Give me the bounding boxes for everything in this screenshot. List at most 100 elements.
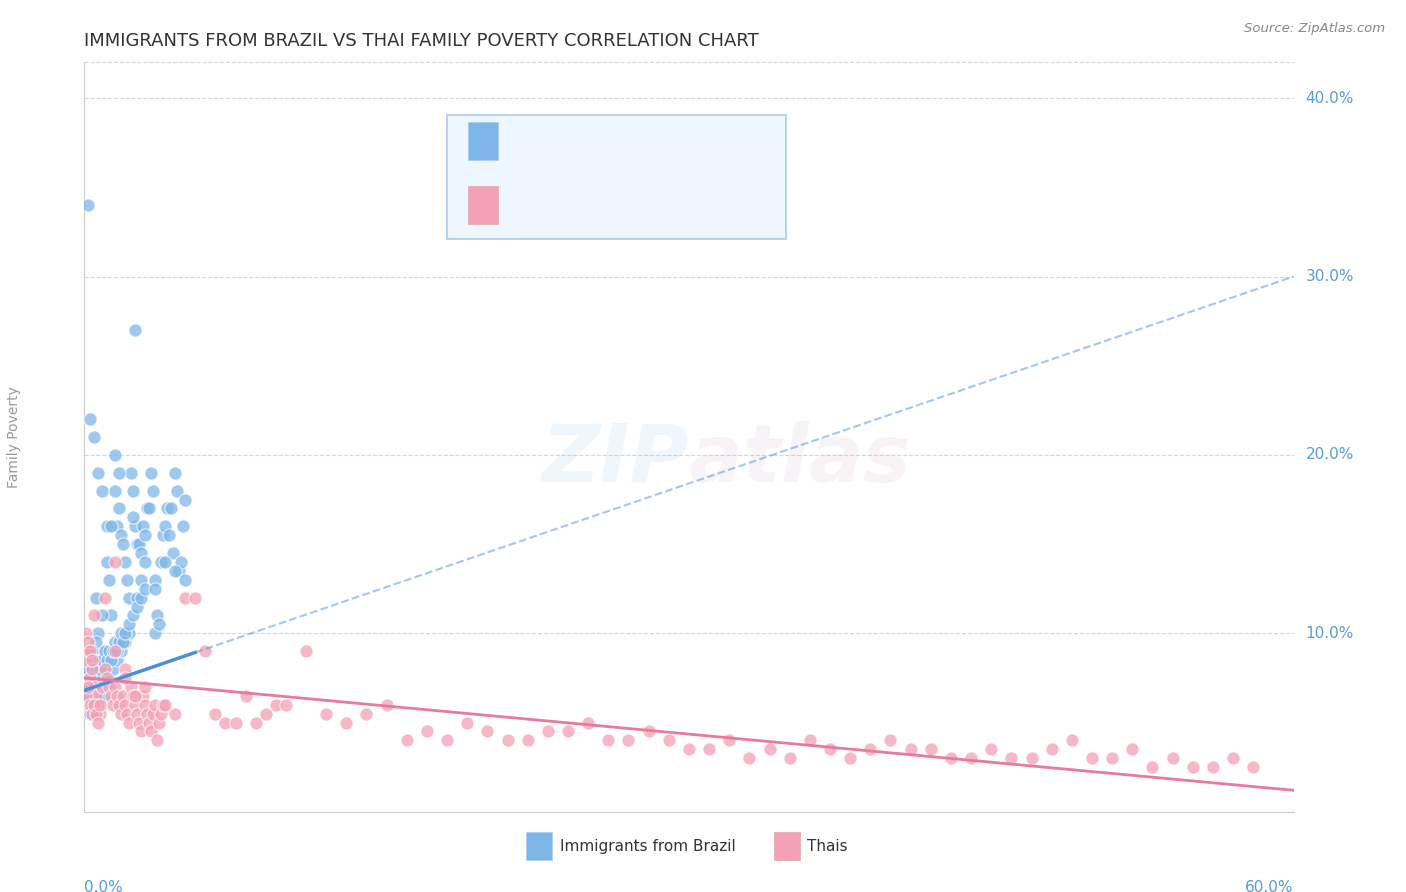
Point <box>143 698 166 712</box>
Text: R =   0.337   N = 110: R = 0.337 N = 110 <box>516 132 695 150</box>
Point <box>96 671 118 685</box>
Point <box>75 671 97 685</box>
Point <box>1181 760 1204 774</box>
Point <box>1060 733 1083 747</box>
Point <box>143 582 166 596</box>
Point <box>87 466 110 480</box>
Point <box>1241 760 1264 774</box>
Point <box>105 644 128 658</box>
Point <box>148 617 170 632</box>
Point <box>121 510 143 524</box>
Point <box>134 582 156 596</box>
Point <box>148 715 170 730</box>
Point <box>124 519 146 533</box>
Point <box>1161 751 1184 765</box>
Point <box>104 483 127 498</box>
Point <box>157 528 180 542</box>
Point <box>637 724 659 739</box>
Point <box>779 751 801 765</box>
Point <box>124 323 146 337</box>
Point <box>416 724 439 739</box>
Point <box>77 635 100 649</box>
Point <box>576 715 599 730</box>
Point <box>980 742 1002 756</box>
Point <box>738 751 761 765</box>
Point <box>114 698 136 712</box>
Text: ZIP: ZIP <box>541 420 689 499</box>
Point <box>139 466 162 480</box>
Point <box>83 430 105 444</box>
Point <box>156 501 179 516</box>
Point <box>132 689 155 703</box>
Point <box>93 662 115 676</box>
Point <box>129 573 152 587</box>
FancyBboxPatch shape <box>773 832 800 861</box>
Point <box>658 733 681 747</box>
Point <box>879 733 901 747</box>
Point <box>111 689 134 703</box>
Point <box>97 671 120 685</box>
Point <box>1121 742 1143 756</box>
Point <box>142 483 165 498</box>
Point <box>75 653 97 667</box>
Point <box>75 653 97 667</box>
Point <box>114 635 136 649</box>
Point <box>758 742 780 756</box>
Point <box>129 591 152 605</box>
Point <box>135 706 157 721</box>
Point <box>79 412 101 426</box>
Point <box>118 715 141 730</box>
Point <box>114 662 136 676</box>
Point <box>1000 751 1022 765</box>
Point <box>107 501 129 516</box>
Point <box>120 680 142 694</box>
Point <box>86 662 108 676</box>
Point <box>149 706 172 721</box>
Point <box>128 715 150 730</box>
Point <box>79 680 101 694</box>
Point <box>93 591 115 605</box>
Point <box>1021 751 1043 765</box>
Point <box>89 698 111 712</box>
Point <box>91 608 114 623</box>
Point <box>315 706 337 721</box>
Point <box>335 715 357 730</box>
Point <box>82 662 104 676</box>
Point <box>96 519 118 533</box>
Point <box>110 528 132 542</box>
Point <box>194 644 217 658</box>
Point <box>174 591 197 605</box>
Point <box>143 573 166 587</box>
Point <box>87 715 110 730</box>
Point <box>138 501 160 516</box>
Point <box>105 519 128 533</box>
Point <box>83 680 105 694</box>
Point <box>83 698 105 712</box>
Point <box>274 698 297 712</box>
Text: IMMIGRANTS FROM BRAZIL VS THAI FAMILY POVERTY CORRELATION CHART: IMMIGRANTS FROM BRAZIL VS THAI FAMILY PO… <box>84 32 759 50</box>
Point <box>436 733 458 747</box>
Point <box>1202 760 1225 774</box>
Point <box>184 591 207 605</box>
Point <box>82 644 104 658</box>
Point <box>110 626 132 640</box>
Point <box>79 671 101 685</box>
Point <box>100 653 122 667</box>
Point <box>125 599 148 614</box>
Point <box>128 537 150 551</box>
Point <box>135 501 157 516</box>
Point <box>89 662 111 676</box>
Text: atlas: atlas <box>689 420 911 499</box>
Point <box>143 626 166 640</box>
Point <box>83 608 105 623</box>
Point <box>82 653 104 667</box>
Point <box>91 662 114 676</box>
Point <box>395 733 418 747</box>
Point <box>77 644 100 658</box>
Point <box>839 751 862 765</box>
Point <box>93 644 115 658</box>
Point <box>356 706 378 721</box>
Point <box>110 644 132 658</box>
Point <box>537 724 560 739</box>
Point <box>101 644 124 658</box>
